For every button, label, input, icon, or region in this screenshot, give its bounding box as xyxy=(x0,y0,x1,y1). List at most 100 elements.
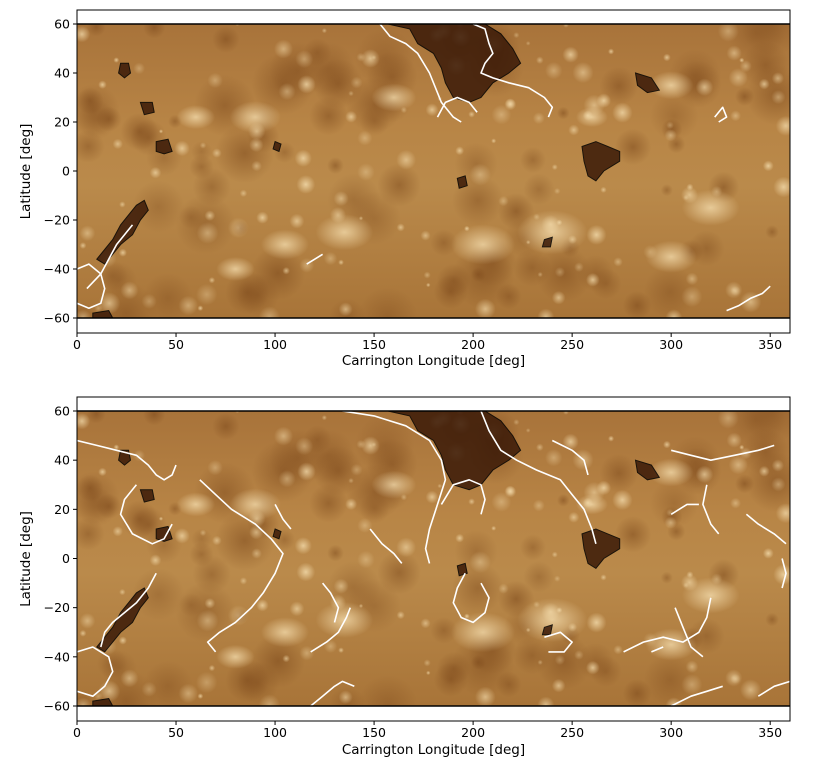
active-region-bright xyxy=(229,488,281,521)
bright-point xyxy=(357,517,373,533)
bright-point xyxy=(726,432,742,448)
bright-point xyxy=(296,175,316,194)
dark-region xyxy=(212,412,240,441)
bright-point xyxy=(574,262,584,272)
y-axis-label: Latitude [deg] xyxy=(18,511,34,607)
bright-point xyxy=(239,577,248,585)
coronal-hole xyxy=(96,199,149,265)
bright-point xyxy=(612,489,633,511)
bright-point xyxy=(396,149,417,170)
bright-point xyxy=(762,160,774,172)
coronal-hole xyxy=(456,562,468,577)
bright-point xyxy=(586,224,607,245)
bright-point xyxy=(775,115,790,136)
bright-point xyxy=(178,683,199,704)
bright-point xyxy=(282,266,290,275)
bright-point xyxy=(545,61,563,80)
coronal-hole xyxy=(118,449,132,466)
open-field-contour xyxy=(119,484,173,545)
open-field-contour xyxy=(369,528,403,564)
bright-point xyxy=(396,611,405,620)
bright-point xyxy=(195,671,218,694)
x-tick-label: 150 xyxy=(362,337,386,352)
bright-point xyxy=(726,45,742,61)
bright-point xyxy=(197,305,204,312)
open-field-contour xyxy=(321,582,340,623)
bright-point xyxy=(249,137,264,153)
open-field-contour xyxy=(671,444,775,461)
x-tick-label: 0 xyxy=(73,725,81,740)
bright-point xyxy=(513,32,520,39)
bright-point xyxy=(574,650,584,660)
bright-point xyxy=(113,57,120,63)
dark-region xyxy=(327,544,344,562)
bright-point xyxy=(199,142,207,149)
bright-point xyxy=(771,459,785,472)
bright-point xyxy=(295,437,314,456)
bright-point xyxy=(586,612,607,633)
bright-point xyxy=(158,516,164,521)
bright-point xyxy=(227,605,249,626)
open-field-contour xyxy=(726,285,771,312)
bright-point xyxy=(664,129,677,142)
dark-region xyxy=(77,517,105,551)
bright-point xyxy=(568,511,580,523)
bright-point xyxy=(289,213,305,229)
x-tick-label: 200 xyxy=(461,337,485,352)
dark-region xyxy=(523,173,555,206)
dark-region xyxy=(688,230,725,267)
bright-point xyxy=(338,690,353,705)
bright-point xyxy=(174,140,190,157)
bright-point xyxy=(77,412,91,430)
bright-point xyxy=(208,277,216,284)
bright-point xyxy=(600,186,607,193)
dark-region xyxy=(436,263,471,298)
x-tick-label: 250 xyxy=(560,337,584,352)
dark-region xyxy=(430,229,458,257)
active-region-bright xyxy=(260,617,309,648)
bright-point xyxy=(333,191,349,207)
bright-point xyxy=(717,411,739,429)
y-tick-label: −40 xyxy=(44,262,70,277)
bright-point xyxy=(585,660,600,675)
bright-point xyxy=(196,221,219,244)
active-region-bright xyxy=(260,229,309,260)
x-tick-label: 0 xyxy=(73,337,81,352)
bright-point xyxy=(425,490,439,504)
bright-point xyxy=(426,282,431,288)
blank-band-top xyxy=(77,19,790,24)
x-tick-label: 100 xyxy=(263,337,287,352)
open-field-contour xyxy=(702,484,720,535)
dark-region xyxy=(649,479,699,528)
dark-region xyxy=(250,633,306,689)
bright-point xyxy=(437,483,442,489)
open-field-contour xyxy=(310,680,355,706)
open-field-contour xyxy=(670,503,699,515)
bright-point xyxy=(728,455,748,475)
dark-region xyxy=(77,87,104,115)
active-region-bright xyxy=(645,240,697,273)
dark-region xyxy=(649,91,699,141)
dark-region xyxy=(643,265,697,318)
active-region-bright xyxy=(648,458,694,487)
open-field-contour xyxy=(100,572,157,648)
bright-point xyxy=(98,680,121,703)
coronal-hole xyxy=(634,459,661,481)
dark-region xyxy=(430,616,458,645)
bright-point xyxy=(563,24,569,28)
bright-point xyxy=(79,242,87,249)
dark-region xyxy=(660,571,673,584)
coronal-hole xyxy=(92,310,114,318)
bright-point xyxy=(563,411,569,415)
bright-point xyxy=(572,61,594,84)
bright-point xyxy=(207,459,223,476)
bright-point xyxy=(585,272,600,287)
bright-point xyxy=(762,547,774,559)
x-tick-label: 50 xyxy=(168,725,184,740)
bright-point xyxy=(608,435,615,442)
bright-point xyxy=(197,693,204,699)
bright-point xyxy=(491,492,512,512)
dark-region xyxy=(519,146,546,173)
coronal-hole xyxy=(541,236,553,248)
bright-point xyxy=(98,467,107,477)
